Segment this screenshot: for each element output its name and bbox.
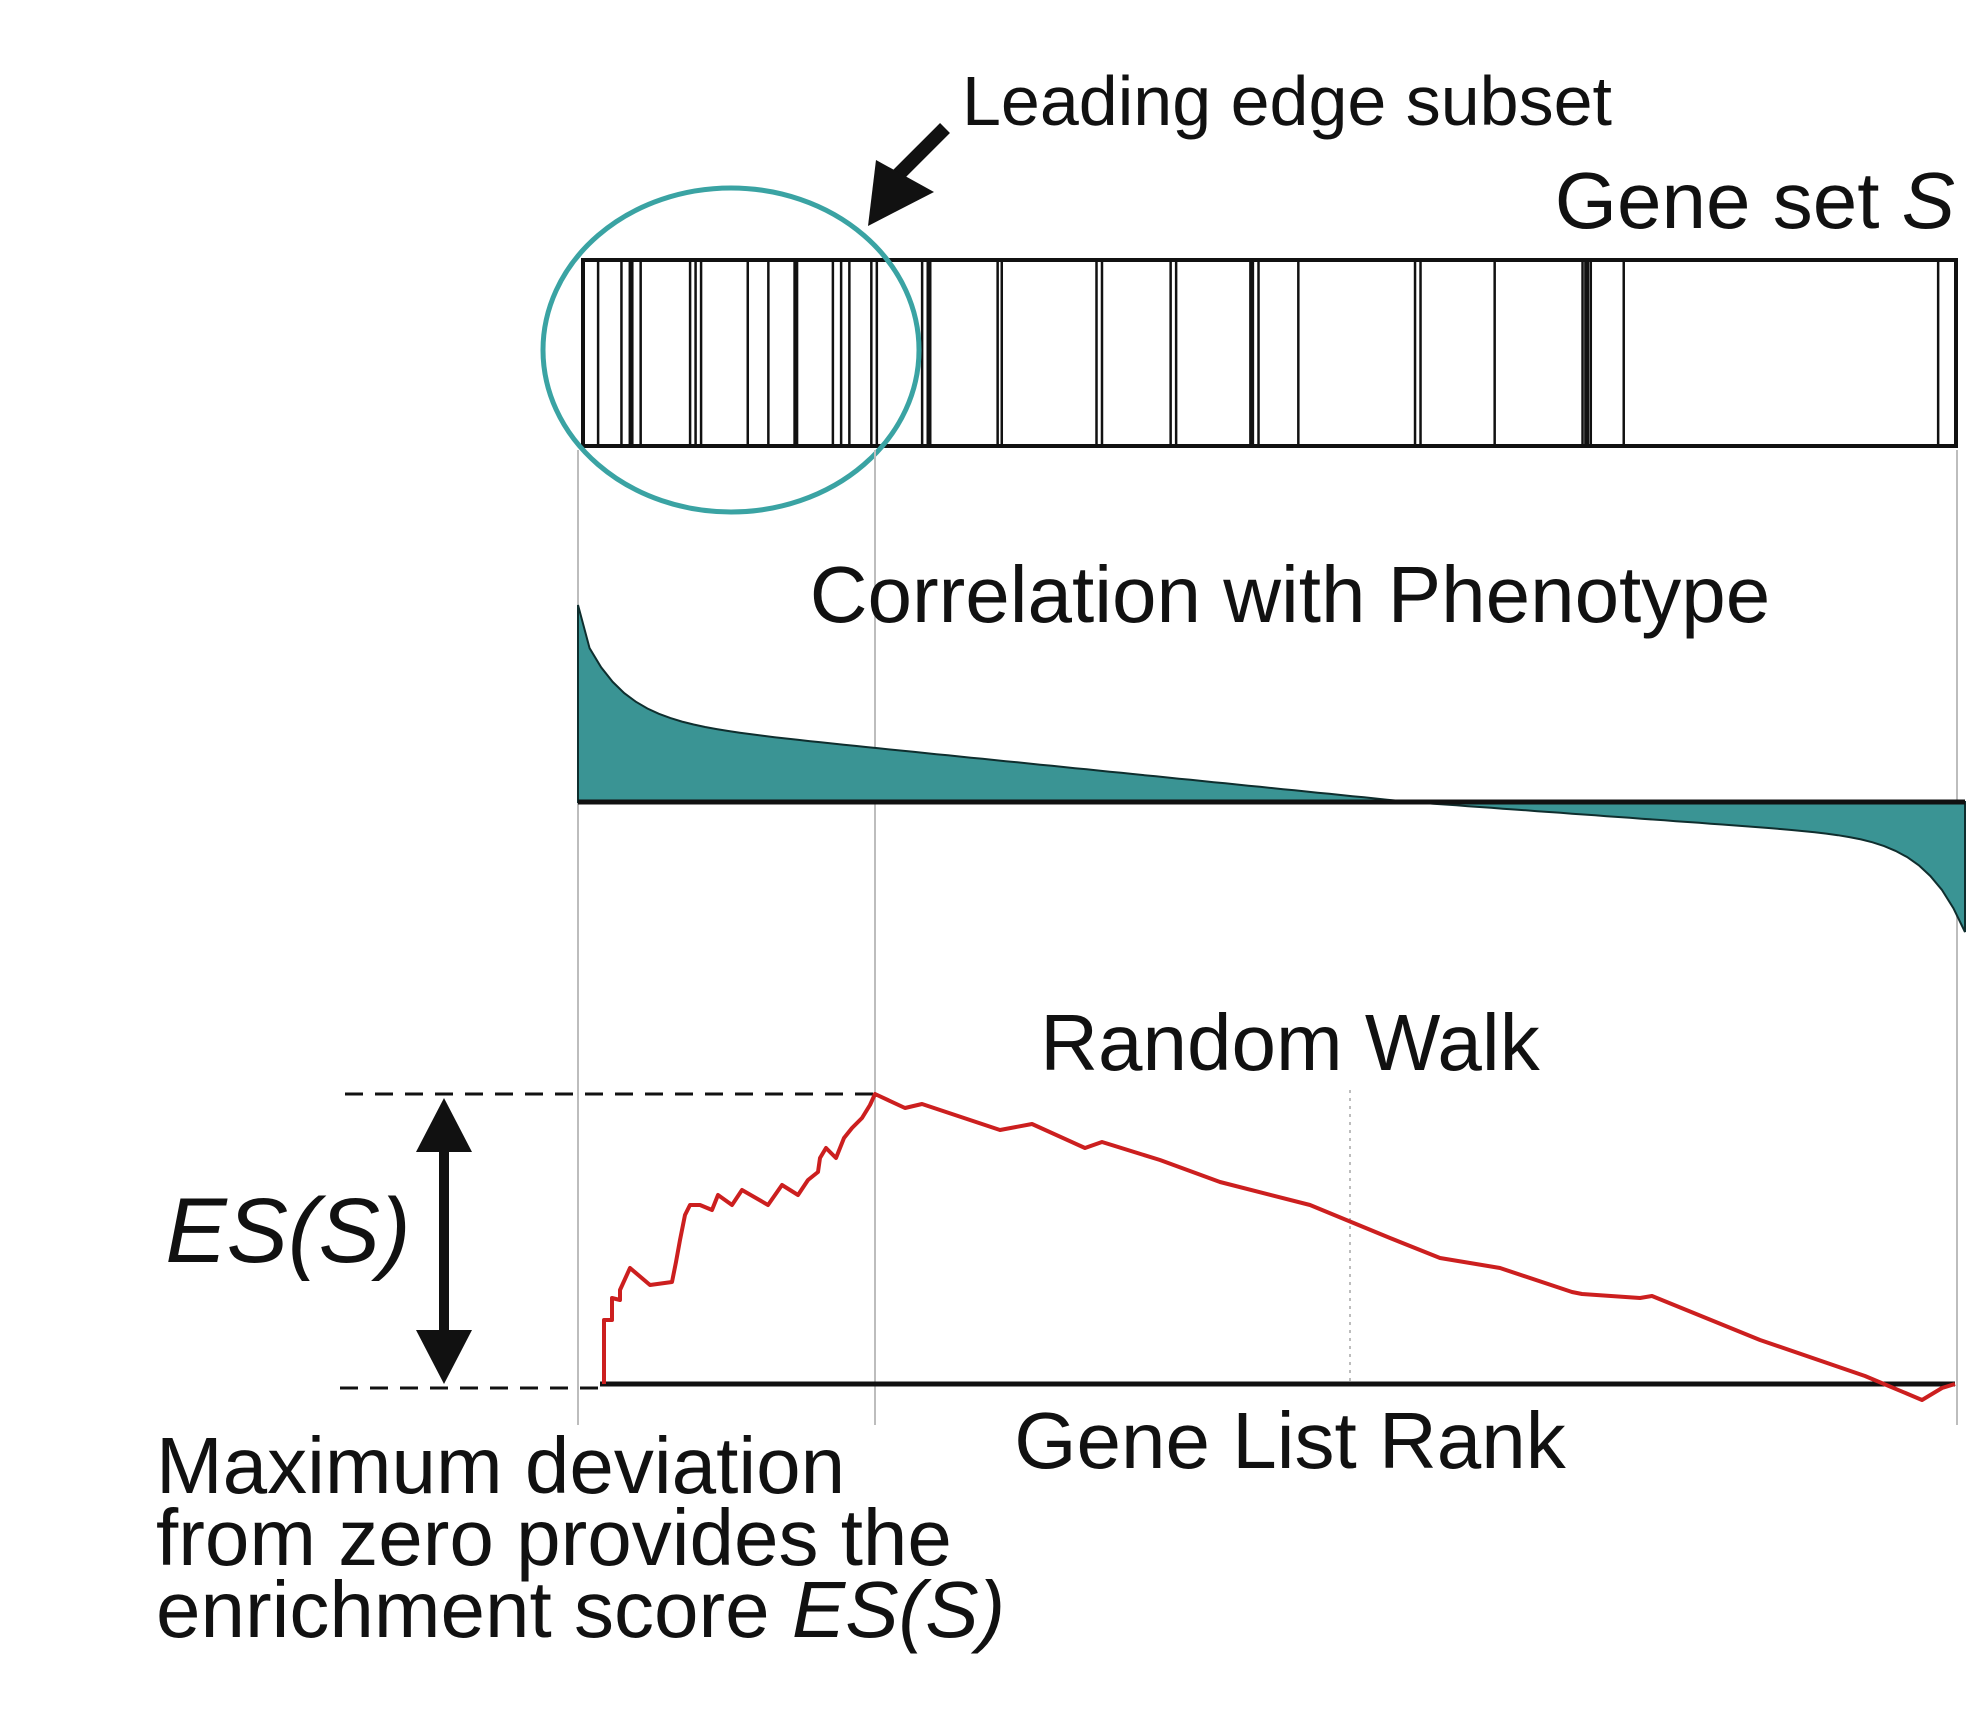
es-double-arrow bbox=[416, 1098, 472, 1384]
gene-list-rank-label: Gene List Rank bbox=[1014, 1396, 1566, 1485]
es-label: ES(S) bbox=[165, 1180, 410, 1282]
random-walk-label: Random Walk bbox=[1040, 998, 1540, 1087]
caption-line-1: Maximum deviation bbox=[156, 1421, 845, 1510]
caption-line-3-symbol: ES(S) bbox=[792, 1565, 1005, 1654]
caption-line-3-prefix: enrichment score bbox=[156, 1565, 792, 1654]
caption: Maximum deviation from zero provides the… bbox=[156, 1421, 1005, 1654]
gene-set-label-prefix: Gene set bbox=[1555, 156, 1902, 245]
gene-set-barcode bbox=[581, 262, 1940, 444]
caption-line-3: enrichment score ES(S) bbox=[156, 1565, 1005, 1654]
correlation-label: Correlation with Phenotype bbox=[810, 550, 1771, 639]
random-walk-line bbox=[602, 1092, 1956, 1402]
leading-edge-label: Leading edge subset bbox=[962, 62, 1612, 140]
leading-edge-circle bbox=[540, 185, 922, 515]
correlation-curve bbox=[577, 604, 1966, 933]
gene-set-box bbox=[581, 258, 1958, 448]
gene-set-label: Gene set S bbox=[1555, 156, 1955, 245]
gene-set-symbol: S bbox=[1902, 156, 1955, 245]
leading-edge-arrow bbox=[868, 123, 950, 226]
caption-line-2: from zero provides the bbox=[156, 1493, 952, 1582]
